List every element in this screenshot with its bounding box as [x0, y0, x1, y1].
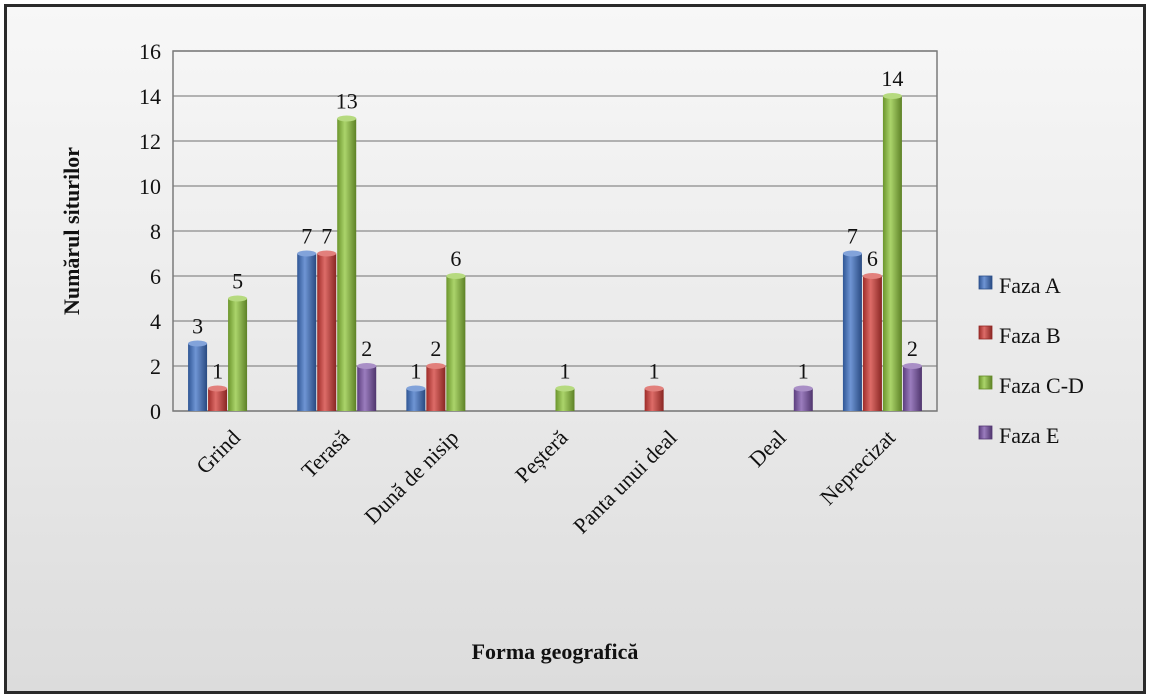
x-category-label: Neprecizat [815, 425, 900, 510]
bars [188, 93, 922, 411]
legend: Faza A Faza B Faza C-D Faza E [978, 273, 1084, 448]
legend-label: Faza C-D [999, 373, 1084, 398]
bar-cap [644, 385, 664, 392]
data-label: 6 [450, 246, 461, 271]
legend-label: Faza A [999, 273, 1061, 298]
gridlines [173, 50, 937, 412]
bar-cap [862, 273, 882, 279]
bar-cap [882, 93, 902, 99]
bar [188, 343, 208, 411]
data-label: 7 [301, 224, 312, 249]
bar [406, 388, 426, 411]
plot-area [172, 50, 938, 412]
legend-swatch [978, 325, 993, 340]
y-tick-label: 14 [139, 84, 161, 109]
data-label: 6 [867, 246, 878, 271]
bar [357, 366, 377, 411]
x-category-label: Panta unui deal [568, 425, 682, 539]
bar-cap [357, 363, 377, 369]
x-axis-title: Forma geografică [472, 639, 639, 664]
bar-cap [317, 250, 337, 257]
bar [902, 366, 922, 411]
legend-swatch [978, 275, 993, 290]
data-label: 1 [212, 359, 223, 384]
bar [297, 253, 317, 411]
y-tick-label: 8 [150, 219, 161, 244]
legend-swatch [978, 375, 993, 390]
legend-label: Faza E [999, 423, 1059, 448]
bar [426, 366, 446, 411]
bar-cap [555, 385, 575, 392]
x-category-label: Peșteră [510, 425, 573, 488]
x-category-label: Terasă [296, 425, 354, 483]
data-label: 1 [798, 359, 809, 384]
data-label: 5 [232, 269, 243, 294]
bar [208, 388, 228, 411]
y-axis-ticks: 0 2 4 6 8 10 12 14 16 [139, 39, 161, 424]
bar [228, 298, 248, 411]
x-category-label: Deal [744, 425, 791, 472]
y-tick-label: 0 [150, 399, 161, 424]
bar [882, 96, 902, 411]
bar [317, 253, 337, 411]
bar [555, 388, 575, 411]
data-label: 1 [649, 359, 660, 384]
chart-frame: 0 2 4 6 8 10 12 14 16 3 1 5 7 7 13 2 1 2 6 1 1 1 7 6 14 2 Grind T… [4, 4, 1146, 694]
data-label: 1 [560, 359, 571, 384]
legend-swatch [978, 425, 993, 440]
data-label: 2 [361, 336, 372, 361]
data-label: 2 [430, 336, 441, 361]
y-tick-label: 2 [150, 354, 161, 379]
y-axis-title: Numărul siturilor [59, 147, 84, 315]
x-category-label: Grind [191, 425, 245, 479]
bar [862, 276, 882, 411]
bar [337, 118, 357, 411]
bar [842, 253, 862, 411]
y-tick-label: 12 [139, 129, 161, 154]
bar [446, 276, 466, 411]
bar-cap [446, 273, 466, 279]
x-category-label: Dună de nisip [359, 425, 463, 529]
bar-cap [426, 363, 446, 369]
y-tick-label: 16 [139, 39, 161, 64]
legend-label: Faza B [999, 323, 1061, 348]
data-label: 7 [321, 224, 332, 249]
y-tick-label: 6 [150, 264, 161, 289]
bar-cap [297, 250, 317, 257]
y-tick-label: 4 [150, 309, 161, 334]
bar [793, 388, 813, 411]
data-label: 1 [410, 359, 421, 384]
y-tick-label: 10 [139, 174, 161, 199]
bar-cap [793, 385, 813, 392]
bar-cap [902, 363, 922, 369]
bar-cap [842, 250, 862, 257]
bar-cap [208, 385, 228, 392]
bar [644, 388, 664, 411]
data-label: 2 [907, 336, 918, 361]
data-label: 13 [336, 89, 358, 114]
bar-cap [188, 340, 208, 347]
data-label: 14 [881, 66, 903, 91]
bar-cap [228, 295, 248, 302]
bar-cap [337, 115, 357, 122]
data-label: 3 [192, 314, 203, 339]
data-label: 7 [847, 224, 858, 249]
bar-cap [406, 385, 426, 392]
